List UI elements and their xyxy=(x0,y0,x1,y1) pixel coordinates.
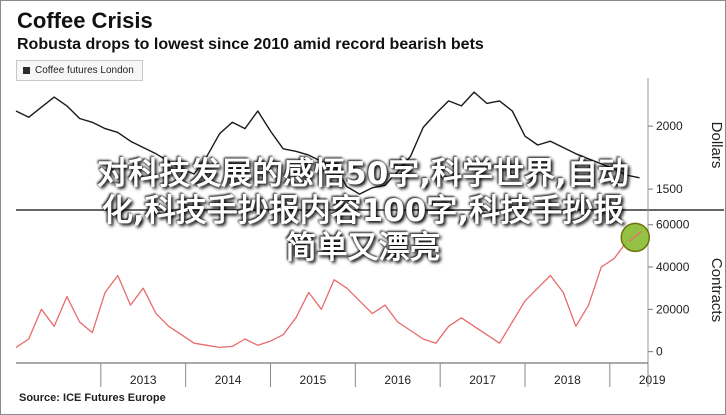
highlight-marker-line xyxy=(628,230,642,242)
positions-tick-label: 20000 xyxy=(656,302,690,316)
positions-tick-label: 40000 xyxy=(656,260,690,274)
page-title: Coffee Crisis xyxy=(17,8,153,33)
positions-tick-label: 60000 xyxy=(656,218,690,232)
legend: Coffee futures London xyxy=(16,60,143,81)
price-series-line xyxy=(15,91,640,195)
legend-swatch xyxy=(23,67,30,74)
price-tick-label: 2000 xyxy=(656,119,683,133)
x-tick-label: 2017 xyxy=(469,373,496,387)
highlight-marker xyxy=(620,222,651,253)
legend-label: Coffee futures London xyxy=(35,65,134,76)
x-tick-label: 2016 xyxy=(384,373,411,387)
positions-series-line xyxy=(15,224,641,349)
x-tick-label: 2018 xyxy=(554,373,581,387)
x-tick-label: 2014 xyxy=(215,373,242,387)
price-axis-title: Dollars xyxy=(708,122,725,169)
price-tick-label: 1500 xyxy=(656,182,683,196)
page-subtitle: Robusta drops to lowest since 2010 amid … xyxy=(17,36,484,53)
positions-tick-label: 0 xyxy=(656,345,663,359)
x-tick-label: 2013 xyxy=(130,373,157,387)
positions-axis-title: Contracts xyxy=(708,258,725,322)
source-note: Source: ICE Futures Europe xyxy=(19,392,166,404)
x-tick-label: 2019 xyxy=(639,373,666,387)
x-tick-label: 2015 xyxy=(300,373,327,387)
